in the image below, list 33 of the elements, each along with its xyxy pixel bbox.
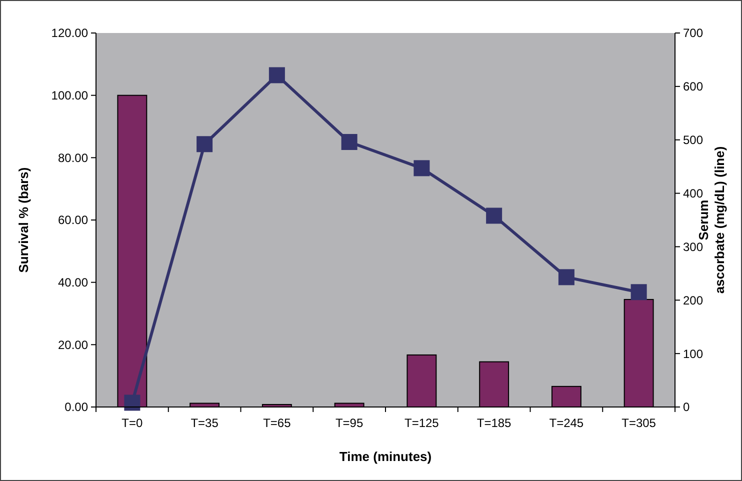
y2-tick-label: 0 [683,400,690,414]
point [196,136,213,152]
x-tick-label: T=35 [190,416,219,430]
x-tick-label: T=185 [476,416,512,430]
y2-tick-label: 500 [683,133,704,148]
x-tick-label: T=305 [622,416,656,430]
point [124,394,140,411]
x-tick-label: T=245 [549,416,584,430]
x-tick-label: T=0 [122,416,144,430]
y2-tick-label: 100 [683,346,704,361]
y-tick-label: 20.00 [58,338,88,352]
x-tick-label: T=95 [335,416,364,430]
y2-tick-label: 700 [683,26,704,40]
y-tick-label: 0.00 [64,400,88,414]
point [268,67,285,84]
y-tick-label: 120.00 [51,26,88,40]
y2-tick-label: 400 [683,186,704,200]
point [486,208,502,224]
x-tick-label: T=65 [263,416,292,430]
x-axis-title: Time (minutes) [339,449,432,464]
x-tick-label: T=125 [404,416,440,430]
point [630,284,647,300]
y2-tick-label: 600 [683,80,704,94]
y-tick-label: 100.00 [51,88,88,103]
y2-tick-label: 300 [683,240,704,254]
point [558,269,574,286]
y-tick-label: 60.00 [58,213,88,228]
point [341,134,358,150]
point [414,160,430,176]
y-tick-label: 80.00 [58,150,88,165]
y-axis-title: Survival % (bars) [16,167,31,273]
y2-tick-label: 200 [683,293,704,308]
y-tick-label: 40.00 [58,276,88,290]
